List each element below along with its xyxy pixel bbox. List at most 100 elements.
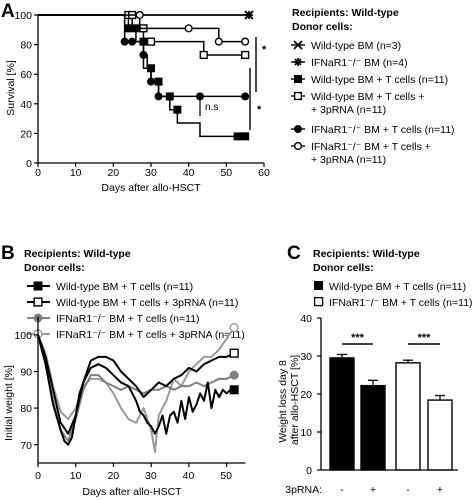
- legend-marker: [294, 58, 302, 66]
- survival-point-3-shape: [199, 50, 208, 60]
- bar: [329, 357, 355, 471]
- survival-point-3-shape: [241, 50, 250, 60]
- bar: [395, 362, 421, 471]
- survival-point-2-shape: [124, 24, 133, 33]
- panel-c-category-labels: - + - +: [340, 484, 443, 496]
- significance-marker: ***: [418, 332, 432, 344]
- panel-c-y-axis-title-line2: after allo-HSCT [%]: [289, 355, 301, 445]
- panel-c-bars: [329, 353, 453, 471]
- legend-entry-label-line2: + 3pRNA (n=11): [311, 104, 386, 116]
- panel-a-y-tick-labels: 0 20 40 60 80 100: [14, 10, 32, 170]
- legend-header-donor: Donor cells:: [24, 262, 85, 274]
- panel-c-y-tick-label: 30: [300, 351, 312, 363]
- panel-b: Recipients: Wild-type Donor cells: Wild-…: [3, 248, 246, 498]
- panel-a-x-axis-title: Days after allo-HSCT: [101, 182, 201, 194]
- panel-a-x-tick-label: 40: [183, 167, 195, 179]
- legend-marker-shape: [294, 75, 302, 83]
- survival-point-2-shape: [233, 132, 242, 141]
- panel-label-b: B: [1, 243, 15, 264]
- survival-point-2: [124, 24, 133, 33]
- panel-c-significance: *** ***: [342, 332, 440, 345]
- legend-entry-label: Wild-type BM + T cells (n=11): [311, 74, 448, 86]
- survival-point-4-shape: [120, 37, 129, 46]
- legend-marker-shape: [294, 58, 302, 66]
- significance-marker: *: [262, 44, 267, 56]
- survival-point-3: [146, 37, 156, 46]
- legend-marker: [293, 141, 303, 151]
- legend-marker-shape: [293, 40, 303, 50]
- legend-marker: [294, 125, 302, 133]
- panel-a-y-tick-label: 100: [14, 10, 32, 22]
- survival-point-2: [233, 132, 242, 141]
- panel-a-legend-marks: [291, 40, 305, 151]
- legend-entry-label: IFNaR1⁻/⁻ BM + T cells (n=11): [329, 297, 473, 309]
- not-significant-label: n.s: [205, 102, 218, 113]
- panel-b-x-tick-labels: 0 10 20 30 40 50: [35, 470, 232, 482]
- panel-b-y-tick-label: 100: [14, 330, 32, 342]
- panel-b-weight-curves: [37, 322, 239, 454]
- legend-entry-label-line1: Wild-type BM + T cells +: [311, 91, 424, 103]
- legend-entry-label: IFNaR1⁻/⁻ BM + T cells (n=11): [56, 313, 200, 325]
- weight-end-marker-3-shape: [229, 322, 239, 333]
- panel-a-x-tick-label: 50: [220, 167, 232, 179]
- panel-a-significance-brackets: * * n.s: [199, 37, 267, 130]
- weight-end-marker-1-shape: [229, 348, 239, 358]
- panel-c-y-axis-title-line1: Weight loss day 8: [277, 360, 289, 443]
- survival-point-4: [120, 37, 129, 46]
- legend-entry-label: IFNaR1⁻/⁻ BM + T cells + 3pRNA (n=11): [56, 329, 245, 341]
- panel-c-y-tick-label: 20: [300, 389, 312, 401]
- legend-marker-shape: [33, 297, 43, 307]
- panel-a-x-tick-label: 10: [70, 167, 82, 179]
- panel-c-y-tick-label: 40: [300, 313, 312, 325]
- panel-b-x-axis-title: Days after allo-HSCT: [82, 486, 182, 498]
- panel-c-category-label: +: [437, 484, 443, 496]
- panel-a-x-tick-label: 30: [145, 167, 157, 179]
- weight-end-marker-2: [229, 370, 239, 380]
- survival-point-2-shape: [173, 105, 182, 114]
- bar: [360, 384, 386, 471]
- panel-b-y-tick-label: 70: [20, 440, 32, 452]
- survival-point-4: [128, 37, 137, 46]
- panel-c-category-label: +: [370, 484, 376, 496]
- legend-entry-label: Wild-type BM + T cells + 3pRNA (n=11): [56, 297, 238, 309]
- panel-a-x-tick-label: 0: [35, 167, 41, 179]
- panel-a-y-axis-title: Survival [%]: [5, 60, 17, 116]
- panel-b-axes: [34, 316, 246, 467]
- legend-entry-label: Wild-type BM (n=3): [311, 40, 401, 52]
- panel-a-y-tick-label: 40: [20, 99, 32, 111]
- bar: [427, 399, 453, 471]
- legend-marker-shape: [294, 125, 302, 133]
- panel-b-y-tick-labels: 70 80 90 100: [14, 330, 32, 452]
- legend-entry-label: Wild-type BM + T cells (n=11): [329, 281, 466, 293]
- panel-a-legend: Recipients: Wild-type Donor cells: Wild-…: [291, 7, 455, 166]
- weight-curve-1: [37, 334, 235, 435]
- survival-point-4-shape: [139, 50, 148, 59]
- legend-header-donor: Donor cells:: [313, 262, 374, 274]
- panel-c: Recipients: Wild-type Donor cells: Wild-…: [277, 248, 473, 496]
- survival-point-4-shape: [147, 77, 155, 86]
- panel-b-x-tick-label: 10: [70, 470, 82, 482]
- legend-marker-shape: [293, 91, 303, 101]
- survival-curve-2: [38, 14, 238, 138]
- panel-c-treatment-label: 3pRNA:: [285, 484, 322, 496]
- panel-c-category-label: -: [340, 484, 344, 496]
- legend-header-recipients: Recipients: Wild-type: [313, 248, 420, 260]
- panel-c-y-tick-labels: 0 10 20 30 40: [300, 313, 312, 477]
- weight-end-marker-0-shape: [229, 385, 239, 395]
- panel-a-survival-curves: [38, 10, 254, 141]
- panel-a-axes: [34, 14, 265, 167]
- survival-point-4: [241, 92, 250, 101]
- legend-entry-label: IFNaR1⁻/⁻ BM (n=4): [311, 57, 408, 69]
- panel-b-y-axis-title: Initial weight [%]: [3, 365, 15, 441]
- significance-marker: ***: [351, 332, 365, 344]
- legend-marker-shape: [293, 141, 303, 151]
- weight-end-marker-2-shape: [229, 370, 239, 380]
- panel-c-y-tick-label: 0: [306, 465, 312, 477]
- panel-a-y-tick-label: 20: [20, 128, 32, 140]
- panel-b-y-tick-label: 90: [20, 367, 32, 379]
- weight-end-marker-3: [229, 322, 239, 333]
- panel-b-x-tick-label: 50: [220, 470, 232, 482]
- survival-point-1-shape: [244, 11, 253, 19]
- survival-point-2-shape: [241, 132, 250, 141]
